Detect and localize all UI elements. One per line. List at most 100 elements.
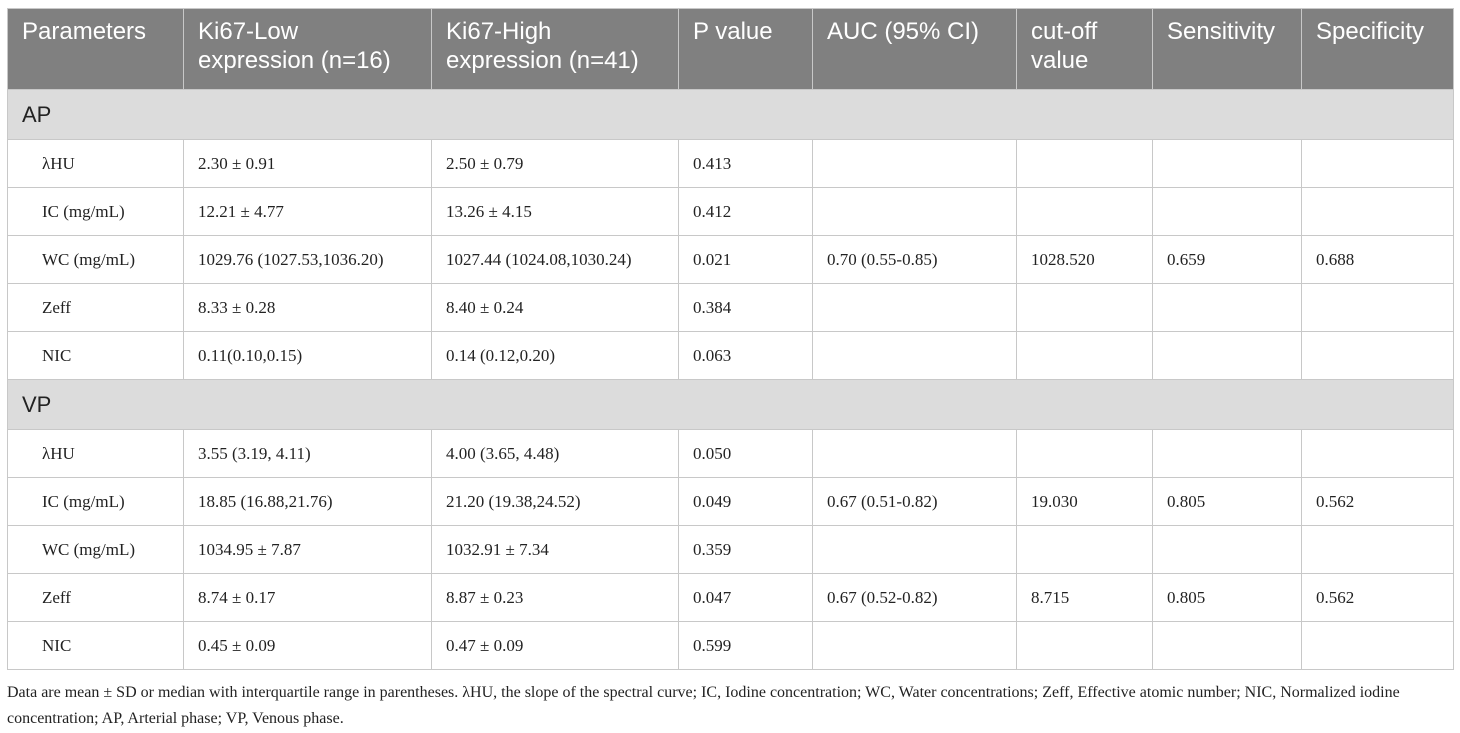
cell: WC (mg/mL) [7,525,184,574]
cell [1152,621,1302,670]
cell [1301,525,1454,574]
cell: 0.659 [1152,235,1302,284]
cell: IC (mg/mL) [7,477,184,526]
cell [1152,139,1302,188]
column-header: Ki67-Low expression (n=16) [183,8,432,90]
cell [812,187,1017,236]
cell: 2.50 ± 0.79 [431,139,679,188]
cell: 8.40 ± 0.24 [431,283,679,332]
data-row: IC (mg/mL) 12.21 ± 4.77 13.26 ± 4.15 0.412 [7,187,1454,236]
cell: 21.20 (19.38,24.52) [431,477,679,526]
cell: λHU [7,139,184,188]
cell [1016,139,1153,188]
cell [812,525,1017,574]
cell: IC (mg/mL) [7,187,184,236]
cell: 0.805 [1152,573,1302,622]
cell: 2.30 ± 0.91 [183,139,432,188]
cell: NIC [7,331,184,380]
data-row: NIC 0.11(0.10,0.15) 0.14 (0.12,0.20) 0.063 [7,331,1454,380]
cell [1301,621,1454,670]
data-row: λHU 3.55 (3.19, 4.11) 4.00 (3.65, 4.48) 0.0… [7,429,1454,478]
footnote: Data are mean ± SD or median with interq… [7,684,1400,727]
cell: 13.26 ± 4.15 [431,187,679,236]
cell: 0.70 (0.55-0.85) [812,235,1017,284]
section-row: AP [7,89,1454,140]
cell: 0.11(0.10,0.15) [183,331,432,380]
cell: Zeff [7,573,184,622]
cell: 8.74 ± 0.17 [183,573,432,622]
cell: 0.384 [678,283,813,332]
cell [1152,429,1302,478]
cell: 0.14 (0.12,0.20) [431,331,679,380]
cell [1301,331,1454,380]
cell: 0.063 [678,331,813,380]
cell: 8.715 [1016,573,1153,622]
cell: λHU [7,429,184,478]
cell: 0.412 [678,187,813,236]
cell [1301,139,1454,188]
cell: NIC [7,621,184,670]
cell: 18.85 (16.88,21.76) [183,477,432,526]
cell: 12.21 ± 4.77 [183,187,432,236]
data-table: Parameters Ki67-Low expression (n=16) Ki67… [7,8,1454,670]
data-row: NIC 0.45 ± 0.09 0.47 ± 0.09 0.599 [7,621,1454,670]
cell: 0.805 [1152,477,1302,526]
cell [1152,525,1302,574]
section-row: VP [7,379,1454,430]
cell [812,139,1017,188]
cell: 8.87 ± 0.23 [431,573,679,622]
cell: Zeff [7,283,184,332]
section-title: VP [7,379,1454,430]
cell: 0.049 [678,477,813,526]
cell [812,621,1017,670]
table-body: AP λHU 2.30 ± 0.91 2.50 ± 0.79 0.413 IC (mg/m… [7,89,1454,670]
cell: 0.45 ± 0.09 [183,621,432,670]
cell [812,429,1017,478]
cell [1152,331,1302,380]
cell [812,283,1017,332]
cell [1016,331,1153,380]
cell [1301,187,1454,236]
cell: 0.599 [678,621,813,670]
cell: 0.562 [1301,573,1454,622]
cell: 1028.520 [1016,235,1153,284]
data-row: WC (mg/mL) 1034.95 ± 7.87 1032.91 ± 7.34 0.… [7,525,1454,574]
cell: 0.67 (0.51-0.82) [812,477,1017,526]
column-header: Parameters [7,8,184,90]
header-row: Parameters Ki67-Low expression (n=16) Ki67… [7,8,1454,90]
cell: WC (mg/mL) [7,235,184,284]
cell: 0.47 ± 0.09 [431,621,679,670]
column-header: P value [678,8,813,90]
cell: 1032.91 ± 7.34 [431,525,679,574]
column-header: AUC (95% CI) [812,8,1017,90]
cell: 8.33 ± 0.28 [183,283,432,332]
cell: 0.050 [678,429,813,478]
cell: 0.67 (0.52-0.82) [812,573,1017,622]
cell: 1027.44 (1024.08,1030.24) [431,235,679,284]
cell [812,331,1017,380]
cell [1152,283,1302,332]
data-row: Zeff 8.33 ± 0.28 8.40 ± 0.24 0.384 [7,283,1454,332]
section-title: AP [7,89,1454,140]
column-header: Ki67-High expression (n=41) [431,8,679,90]
cell [1301,429,1454,478]
cell [1016,187,1153,236]
cell: 3.55 (3.19, 4.11) [183,429,432,478]
cell [1016,283,1153,332]
cell: 0.047 [678,573,813,622]
column-header: Specificity [1301,8,1454,90]
cell [1016,429,1153,478]
cell: 4.00 (3.65, 4.48) [431,429,679,478]
cell [1301,283,1454,332]
cell: 0.688 [1301,235,1454,284]
cell: 0.413 [678,139,813,188]
data-row: λHU 2.30 ± 0.91 2.50 ± 0.79 0.413 [7,139,1454,188]
cell: 0.021 [678,235,813,284]
data-row: Zeff 8.74 ± 0.17 8.87 ± 0.23 0.047 0.67 (0.5… [7,573,1454,622]
column-header: cut-off value [1016,8,1153,90]
cell [1016,621,1153,670]
cell: 0.359 [678,525,813,574]
cell: 19.030 [1016,477,1153,526]
column-header: Sensitivity [1152,8,1302,90]
